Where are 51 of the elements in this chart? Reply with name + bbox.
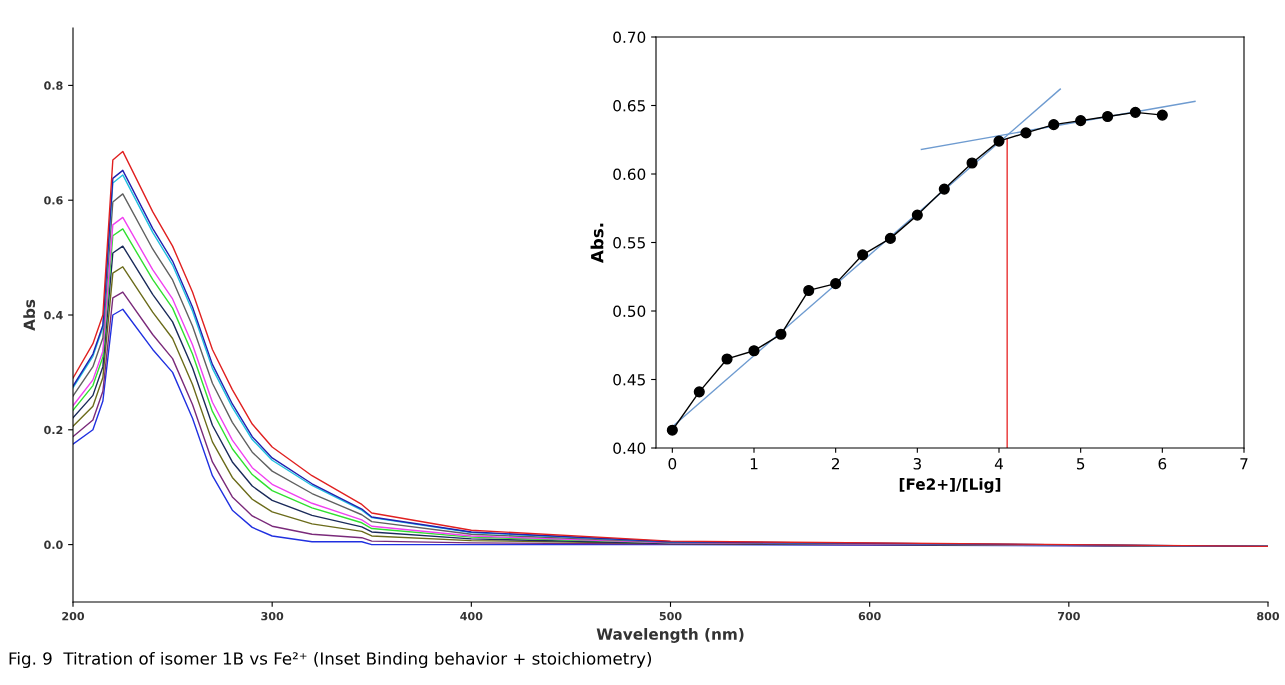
- point: [666, 424, 678, 436]
- x-tick-label: 5: [1076, 458, 1085, 470]
- y-tick-label: 0.45: [613, 373, 645, 386]
- point: [1020, 127, 1032, 139]
- point: [1129, 106, 1141, 118]
- x-tick-label: 6: [1158, 457, 1167, 470]
- point: [1075, 115, 1087, 127]
- point: [1156, 109, 1168, 121]
- point: [721, 353, 733, 365]
- y-tick-label: 0.4: [44, 310, 63, 320]
- x-tick-label: 7: [1240, 458, 1248, 470]
- x-tick-label: 4: [994, 458, 1003, 470]
- point: [857, 249, 869, 261]
- x-tick-label: 0: [668, 457, 677, 470]
- point: [938, 183, 950, 195]
- point: [1102, 110, 1114, 123]
- point: [911, 209, 923, 221]
- x-tick-label: 1: [750, 458, 758, 470]
- y-axis-title: Abs: [23, 299, 36, 331]
- x-tick-label: 3: [913, 457, 921, 470]
- point: [803, 284, 815, 297]
- point: [775, 328, 787, 340]
- y-tick-label: 0.55: [613, 236, 645, 249]
- point: [993, 135, 1005, 147]
- y-axis-title: Abs.: [590, 223, 604, 263]
- y-tick-label: 0.8: [44, 81, 63, 90]
- x-axis-title: Wavelength (nm): [596, 628, 744, 643]
- caption: Fig. 9 Titration of isomer 1B vs Fe²⁺ (Inset Binding behavior + stoichiometry): [9, 651, 652, 669]
- y-tick-label: 0.65: [613, 99, 645, 112]
- x-tick-label: 500: [659, 611, 682, 621]
- point: [1048, 119, 1060, 131]
- y-tick-label: 0.40: [613, 442, 646, 455]
- point: [693, 386, 705, 398]
- y-tick-label: 0.50: [613, 305, 646, 318]
- x-tick-label: 400: [460, 611, 483, 621]
- x-axis-title: [Fe2+]/[Lig]: [899, 478, 1001, 493]
- point: [748, 345, 760, 357]
- x-tick-label: 800: [1257, 611, 1280, 621]
- y-tick-label: 0.2: [44, 425, 63, 435]
- point: [966, 157, 978, 169]
- x-tick-label: 2: [831, 457, 839, 470]
- x-tick-label: 700: [1057, 611, 1080, 621]
- y-tick-label: 0.60: [613, 168, 646, 181]
- y-tick-label: 0.0: [44, 540, 63, 549]
- y-tick-label: 0.6: [44, 196, 63, 205]
- y-tick-label: 0.70: [613, 31, 646, 44]
- point: [884, 232, 896, 244]
- x-tick-label: 300: [261, 611, 284, 621]
- point: [830, 278, 842, 290]
- x-tick-label: 200: [62, 611, 85, 621]
- x-tick-label: 600: [858, 611, 881, 621]
